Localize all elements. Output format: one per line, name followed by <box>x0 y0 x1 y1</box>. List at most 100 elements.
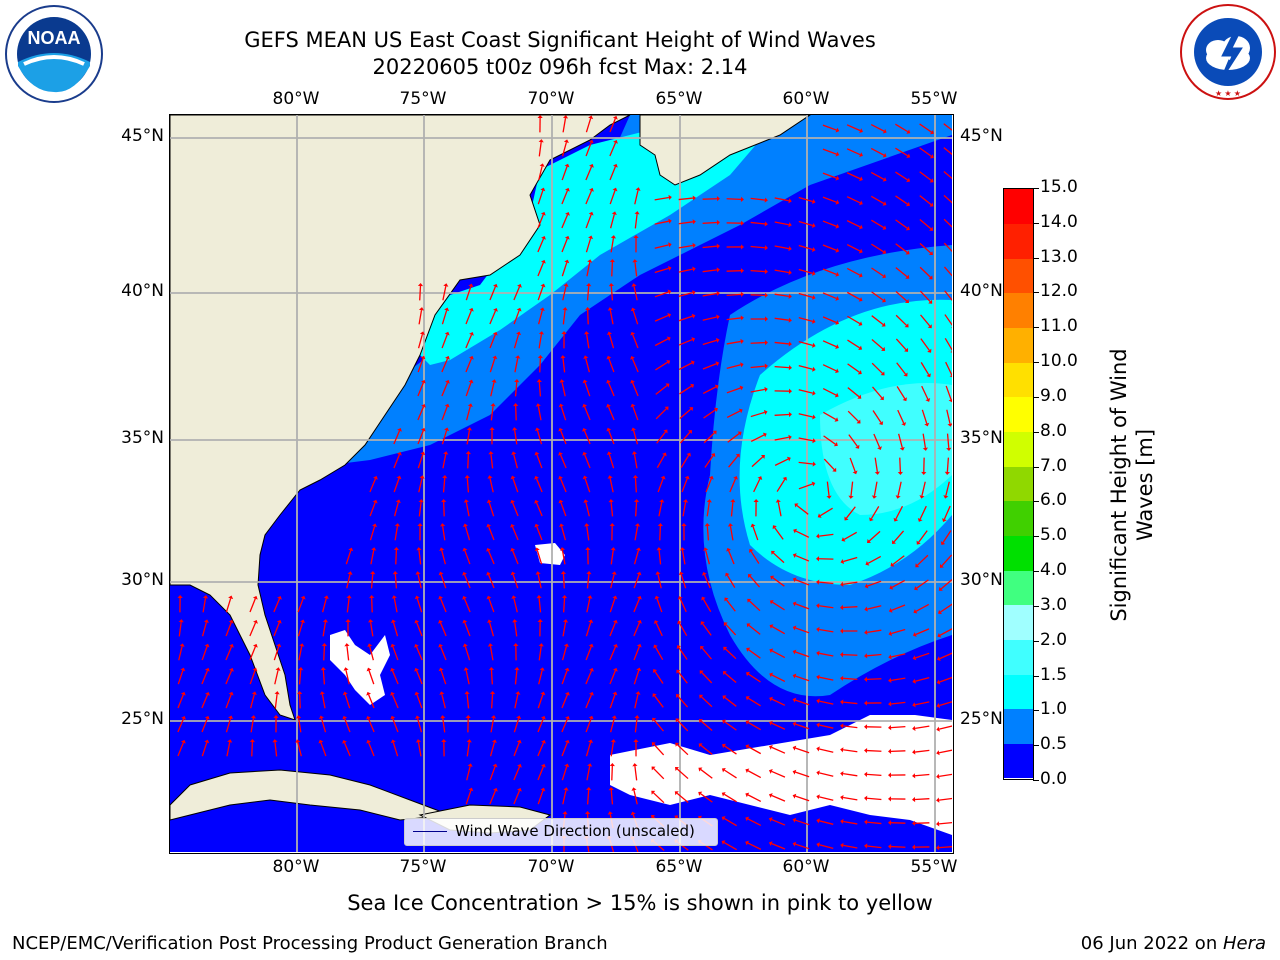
wave-vector <box>798 413 813 418</box>
wave-vector-head <box>536 379 542 383</box>
wave-vector <box>702 245 718 249</box>
wave-vector-head <box>205 667 210 672</box>
wave-vector <box>724 745 737 755</box>
wave-vector-head <box>660 475 666 480</box>
wave-vector-head <box>610 739 616 743</box>
wave-vector <box>489 286 497 301</box>
wave-vector <box>726 387 741 394</box>
wave-vector-head <box>840 723 844 729</box>
sea-ice-note: Sea Ice Concentration > 15% is shown in … <box>347 891 933 915</box>
date-note: 06 Jun 2022 on Hera <box>1081 933 1266 954</box>
wave-vector-head <box>852 470 858 475</box>
wave-vector <box>561 646 568 661</box>
wave-vector <box>634 765 638 781</box>
wave-vector-head <box>716 290 720 297</box>
wave-vector-head <box>858 297 863 302</box>
wave-vector-head <box>912 702 916 708</box>
wave-vector-head <box>656 547 662 551</box>
wave-vector-head <box>347 571 353 575</box>
colorbar-label-line2: Waves [m] <box>1133 428 1157 542</box>
wave-vector-head <box>812 414 816 420</box>
wave-vector <box>702 221 718 224</box>
wave-vector <box>631 382 639 397</box>
wave-vector-head <box>273 715 279 719</box>
colorbar-segment <box>1004 743 1033 779</box>
colorbar-tick-label: 9.0 <box>1040 385 1068 406</box>
wave-vector-head <box>390 619 396 624</box>
wave-vector-head <box>788 388 792 394</box>
wave-vector <box>943 170 953 181</box>
wave-vector <box>632 310 639 325</box>
wave-vector-head <box>703 547 709 551</box>
wave-vector <box>919 195 932 206</box>
wave-vector-head <box>892 540 897 545</box>
colorbar-segment <box>1004 431 1033 467</box>
wave-vector <box>345 550 352 565</box>
wave-vector-head <box>607 307 613 311</box>
wave-vector-head <box>606 403 611 408</box>
wave-vector <box>771 770 786 778</box>
wave-vector-head <box>848 495 854 499</box>
wave-vector <box>842 677 858 681</box>
wave-vector-head <box>882 152 887 158</box>
wave-vector-head <box>560 571 567 575</box>
wave-vector-head <box>462 571 467 576</box>
wave-vector <box>771 674 786 682</box>
wave-vector-head <box>864 771 868 777</box>
wave-vector <box>895 171 908 181</box>
wave-vector <box>704 455 714 468</box>
colorbar-segment <box>1004 396 1033 433</box>
wave-vector <box>750 341 766 344</box>
wave-vector <box>748 649 761 659</box>
wave-vector <box>891 628 906 635</box>
wave-vector <box>561 166 568 181</box>
wave-vector <box>920 362 930 376</box>
wave-vector <box>795 795 810 802</box>
wave-vector <box>610 789 614 805</box>
wave-vector-head <box>540 715 546 720</box>
wave-vector <box>369 622 374 637</box>
wave-vector-head <box>444 331 450 336</box>
wave-vector-head <box>512 619 518 623</box>
wave-vector <box>866 678 882 681</box>
wave-vector-head <box>881 346 886 351</box>
wave-vector <box>702 339 717 346</box>
wave-vector-head <box>792 625 797 631</box>
wave-vector <box>633 454 638 469</box>
wave-vector <box>798 437 813 442</box>
wave-vector-head <box>586 787 592 791</box>
wave-vector <box>919 290 931 303</box>
wave-vector <box>634 694 639 709</box>
wave-vector <box>945 481 950 496</box>
wave-vector-head <box>277 595 282 600</box>
wave-vector-head <box>735 453 740 458</box>
wave-vector-head <box>936 845 940 851</box>
wave-vector-head <box>928 299 933 304</box>
wave-vector <box>609 622 616 637</box>
wave-vector <box>939 700 953 707</box>
wave-vector-head <box>515 691 521 695</box>
wave-vector <box>559 454 567 469</box>
wave-vector <box>653 792 665 804</box>
wave-vector-head <box>517 763 522 768</box>
wave-vector <box>678 221 694 225</box>
wave-vector-head <box>895 495 901 499</box>
wave-vector-head <box>856 419 861 424</box>
wave-vector-head <box>769 720 773 726</box>
wave-vector-head <box>899 447 905 451</box>
wave-vector <box>819 676 834 681</box>
wave-vector <box>915 677 930 682</box>
wave-vector <box>370 550 375 565</box>
wave-vector <box>798 340 813 346</box>
wave-vector-head <box>651 766 656 771</box>
wave-vector <box>843 844 858 849</box>
wave-vector-head <box>487 475 493 479</box>
wave-vector <box>871 338 884 350</box>
wave-vector-head <box>466 427 472 431</box>
wave-vector-head <box>722 671 727 676</box>
wave-vector-head <box>587 259 593 263</box>
wave-vector-head <box>772 525 777 530</box>
wave-vector <box>418 478 423 493</box>
wave-vector <box>633 622 641 637</box>
wave-vector-head <box>606 427 612 432</box>
